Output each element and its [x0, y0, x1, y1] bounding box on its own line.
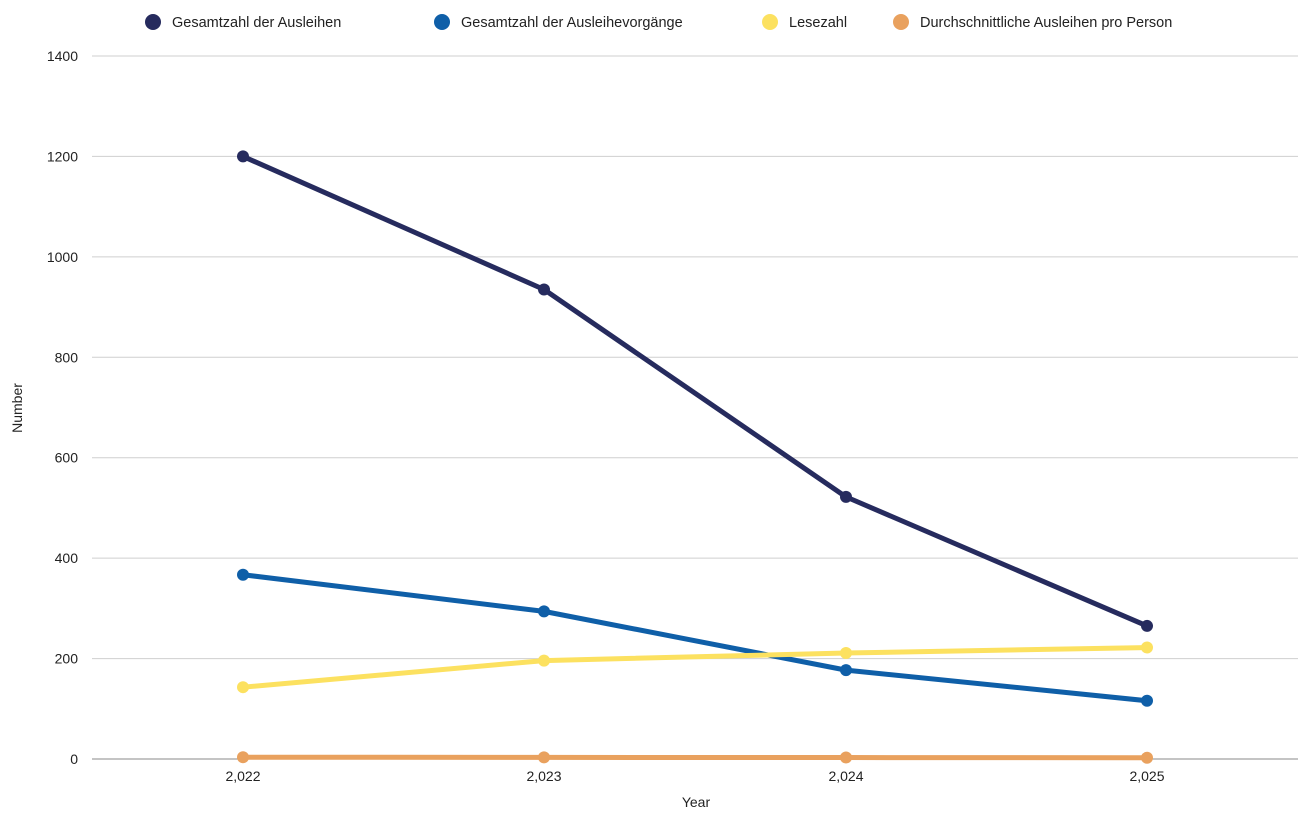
data-point: [538, 605, 550, 618]
legend-swatch: [145, 14, 161, 30]
series: [237, 150, 1153, 764]
y-tick-label: 400: [55, 550, 79, 566]
data-point: [237, 568, 249, 581]
legend-label: Gesamtzahl der Ausleihevorgänge: [461, 15, 683, 31]
legend-swatch: [893, 14, 909, 30]
series-line: [240, 754, 1150, 761]
series-line: [240, 645, 1150, 690]
legend-item: Lesezahl: [762, 14, 847, 31]
data-point: [237, 751, 249, 764]
x-tick-label: 2,022: [225, 768, 260, 784]
data-point: [1141, 694, 1153, 707]
series-line: [240, 153, 1150, 629]
legend-swatch: [762, 14, 778, 30]
legend-item: Durchschnittliche Ausleihen pro Person: [893, 14, 1172, 31]
axes: Number Year 0 200 400 600 800 1000 1200 1400 2,0…: [9, 48, 1165, 810]
y-tick-label: 1400: [47, 48, 78, 64]
legend-label: Durchschnittliche Ausleihen pro Person: [920, 15, 1172, 31]
data-point: [840, 490, 852, 503]
series-4: [237, 751, 1153, 764]
series-2: [237, 568, 1153, 707]
y-tick-label: 1200: [47, 148, 78, 164]
series-line: [240, 572, 1150, 704]
series-1: [237, 150, 1153, 632]
x-tick-label: 2,025: [1129, 768, 1164, 784]
y-tick-label: 1000: [47, 249, 78, 265]
data-point: [1141, 751, 1153, 764]
series-3: [237, 641, 1153, 694]
legend-label: Lesezahl: [789, 15, 847, 31]
data-point: [1141, 641, 1153, 654]
legend-label: Gesamtzahl der Ausleihen: [172, 15, 341, 31]
data-point: [840, 751, 852, 764]
data-point: [538, 283, 550, 296]
data-point: [840, 647, 852, 660]
y-tick-label: 200: [55, 651, 79, 667]
x-axis-label: Year: [682, 794, 711, 810]
x-tick-label: 2,024: [828, 768, 863, 784]
data-point: [538, 751, 550, 764]
legend-item: Gesamtzahl der Ausleihevorgänge: [434, 14, 683, 31]
y-tick-label: 800: [55, 349, 79, 365]
legend: Gesamtzahl der Ausleihen Gesamtzahl der A…: [145, 14, 1172, 31]
x-tick-label: 2,023: [526, 768, 561, 784]
data-point: [1141, 619, 1153, 632]
data-point: [237, 681, 249, 694]
gridlines: [92, 55, 1298, 760]
legend-swatch: [434, 14, 450, 30]
data-point: [840, 664, 852, 677]
y-axis-label: Number: [9, 383, 25, 433]
data-point: [538, 654, 550, 667]
data-point: [237, 150, 249, 163]
y-tick-label: 600: [55, 450, 79, 466]
legend-item: Gesamtzahl der Ausleihen: [145, 14, 341, 31]
y-tick-label: 0: [70, 751, 78, 767]
